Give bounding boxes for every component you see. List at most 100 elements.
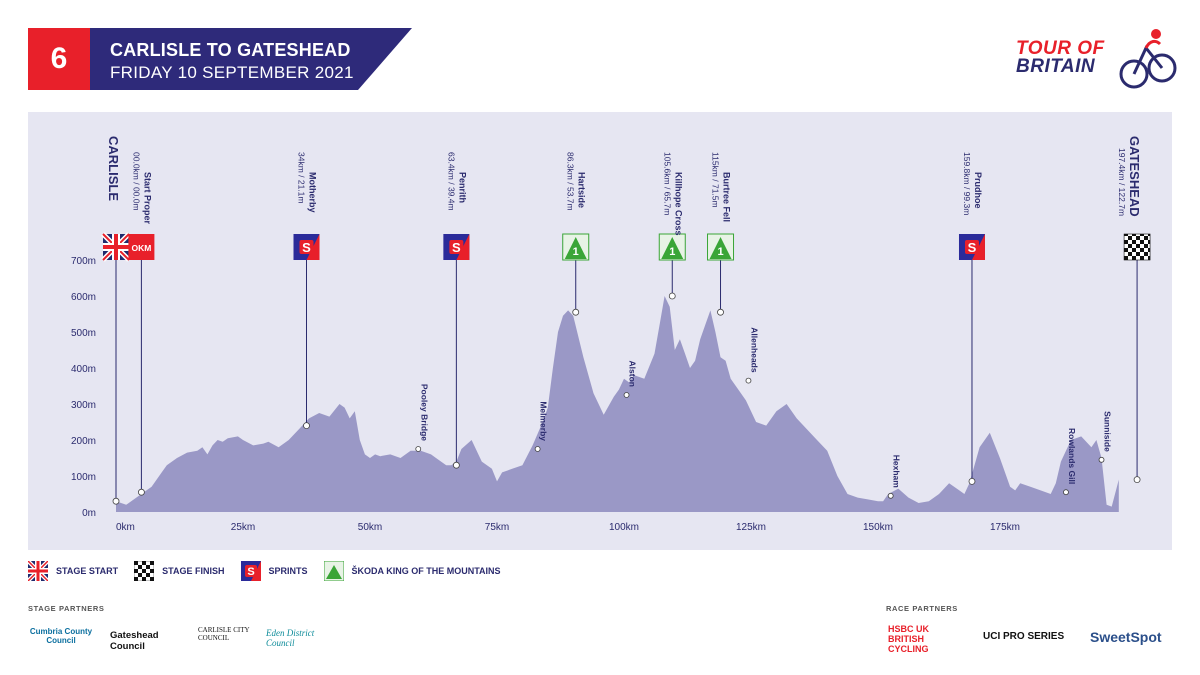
marker-name-label: Penrith (457, 172, 467, 203)
x-tick-label: 175km (990, 522, 1020, 533)
x-tick-label: 25km (231, 522, 255, 533)
marker-distance-label: 63.4km / 39.4m (446, 152, 456, 211)
stage-number: 6 (50, 42, 68, 75)
checkered-flag-icon (134, 561, 155, 581)
place-label: Sunniside (1103, 411, 1113, 452)
marker-point (668, 292, 676, 300)
x-tick-label: 125km (736, 522, 766, 533)
elevation-profile-area (116, 296, 1119, 512)
place-label: Alston (628, 361, 638, 387)
y-tick-label: 300m (71, 400, 96, 411)
svg-text:S: S (452, 240, 461, 255)
x-tick-label: 75km (485, 522, 509, 533)
place-label: Melmerby (539, 401, 549, 441)
cyclist-logo-icon (1119, 29, 1177, 89)
y-tick-label: 0m (82, 508, 96, 519)
x-tick-label: 150km (863, 522, 893, 533)
legend-item-finish: STAGE FINISH (134, 561, 225, 581)
place-label: Pooley Bridge (419, 384, 429, 441)
tour-of-britain-logo: TOUR OF BRITAIN (1016, 26, 1177, 96)
place-point (623, 392, 630, 398)
y-tick-label: 600m (71, 292, 96, 303)
marker-point (717, 308, 724, 316)
y-tick-label: 400m (71, 364, 96, 375)
marker-name-label: Killhope Cross (673, 172, 683, 236)
svg-text:S: S (302, 240, 311, 255)
marker-point (138, 488, 145, 496)
place-label: Hexham (892, 455, 902, 489)
legend-item-sprints: S SPRINTS (240, 561, 308, 581)
stage-profile-chart: 0m 100m 200m 300m 400m 500m 600m 700m 0km 25km 50k… (71, 136, 1151, 533)
marker-kom-flag: 1 (562, 233, 590, 261)
marker-distance-label: 115km / 71.5m (711, 152, 721, 208)
legend: STAGE START STAGE FINISH S SPRINTS ŠKODA… (28, 561, 517, 581)
marker-finish-flag (1123, 233, 1151, 261)
kom-mountain-icon (323, 561, 344, 581)
marker-kom-flag: 1 (658, 233, 686, 261)
sprint-icon: S (240, 561, 261, 581)
svg-text:1: 1 (717, 246, 723, 258)
svg-text:1: 1 (669, 246, 675, 258)
svg-text:OKM: OKM (131, 243, 151, 253)
stage-profile-panel: 0m 100m 200m 300m 400m 500m 600m 700m 0km 25km 50k… (28, 112, 1172, 550)
marker-distance-label: 159.8km / 99.3m (962, 152, 972, 215)
partner-eden-logo: Eden District Council (266, 628, 315, 648)
marker-town-label: GATESHEAD (1127, 136, 1142, 217)
stage-title-band: CARLISLE TO GATESHEAD FRIDAY 10 SEPTEMBE… (90, 28, 412, 90)
place-label: Allenheads (749, 327, 759, 373)
legend-label-finish: STAGE FINISH (162, 566, 225, 576)
union-flag-icon (28, 561, 48, 581)
place-point (534, 446, 541, 452)
marker-distance-label: 197.4km / 122.7m (1117, 148, 1127, 216)
stage-number-badge: 6 (28, 28, 90, 90)
marker-point (303, 422, 310, 430)
marker-kom-flag: 1 (707, 233, 735, 261)
x-tick-label: 100km (609, 522, 639, 533)
marker-name-label: Hartside (577, 172, 587, 208)
marker-sprint-flag: S (443, 234, 470, 260)
marker-name-label: Prudhoe (973, 172, 983, 209)
marker-sprint-flag: S (293, 234, 320, 260)
x-tick-label: 50km (358, 522, 382, 533)
place-point (745, 377, 752, 384)
marker-distance-label: 105.6km / 65.7m (662, 152, 672, 215)
y-tick-label: 200m (71, 436, 96, 447)
marker-point (1133, 476, 1141, 484)
stage-date: FRIDAY 10 SEPTEMBER 2021 (110, 63, 354, 82)
place-label: Rowlands Gill (1067, 428, 1077, 484)
marker-okm-flag: OKM (128, 234, 155, 260)
partner-british-cycling-logo: HSBC UK BRITISH CYCLING (888, 624, 930, 654)
partner-cumbria-logo: Cumbria County Council (29, 627, 93, 645)
race-partners-label: RACE PARTNERS (886, 604, 958, 613)
marker-distance-label: 86.3km / 53.7m (566, 152, 576, 211)
title-band-shape (90, 28, 412, 90)
stage-title: CARLISLE TO GATESHEAD (110, 40, 351, 60)
legend-item-start: STAGE START (28, 561, 118, 581)
y-tick-label: 700m (71, 256, 96, 267)
partner-carlisle-logo: CARLISLE CITY COUNCIL (198, 626, 250, 642)
partner-gateshead-logo: Gateshead Council (110, 630, 159, 652)
place-point (1098, 456, 1105, 463)
legend-label-start: STAGE START (56, 566, 119, 576)
marker-point (968, 477, 976, 485)
marker-point (112, 497, 120, 505)
marker-town-label: CARLISLE (106, 136, 121, 201)
marker-distance-label: 34km / 21.1m (297, 152, 307, 204)
logo-line-2: BRITAIN (1016, 56, 1096, 77)
svg-text:S: S (247, 566, 254, 578)
place-point (1063, 489, 1069, 496)
marker-point (572, 308, 580, 316)
marker-distance-label: 00.0km / 00.0m (131, 152, 141, 211)
legend-item-kom: ŠKODA KING OF THE MOUNTAINS (323, 561, 501, 581)
marker-sprint-flag: S (958, 234, 985, 260)
svg-text:S: S (968, 240, 977, 255)
place-point (887, 492, 894, 499)
marker-point (452, 461, 460, 469)
marker-name-label: Start Proper (142, 172, 152, 225)
place-point (415, 446, 422, 452)
logo-line-1: TOUR OF (1016, 38, 1105, 59)
y-tick-label: 100m (71, 472, 96, 483)
stage-partners-label: STAGE PARTNERS (28, 604, 105, 613)
legend-label-kom: ŠKODA KING OF THE MOUNTAINS (351, 566, 501, 576)
legend-label-sprints: SPRINTS (268, 566, 308, 576)
